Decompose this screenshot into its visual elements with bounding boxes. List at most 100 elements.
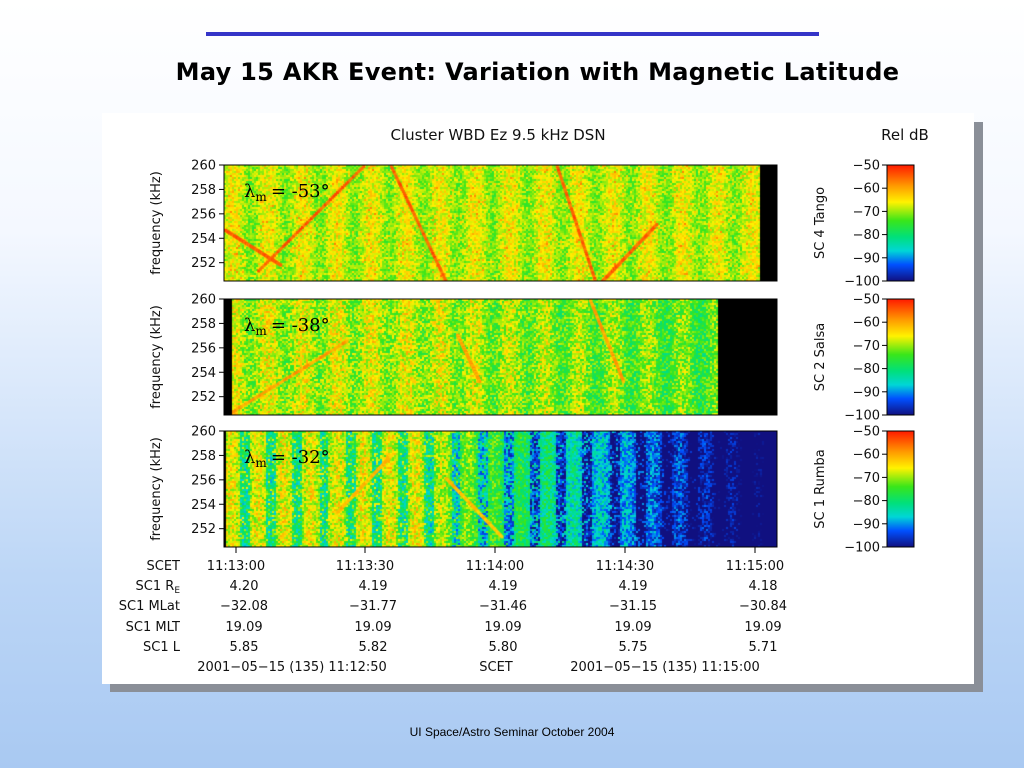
spectrogram-image xyxy=(224,431,777,547)
y-tick-label: 252 xyxy=(191,390,216,405)
x-tick-l: 5.82 xyxy=(359,640,388,655)
spectrogram-panel: 260 258 256 254 252 frequency (kHz) λm = -32° SC… xyxy=(149,425,915,556)
y-axis-label: frequency (kHz) xyxy=(149,171,164,275)
x-row-label-scet: SCET xyxy=(147,559,181,574)
spectrogram-figure: Cluster WBD Ez 9.5 kHz DSN Rel dB 260 258… xyxy=(102,113,974,684)
y-axis-label: frequency (kHz) xyxy=(149,437,164,541)
colorbar-tick-label: −80 xyxy=(853,494,880,509)
y-tick-label: 258 xyxy=(191,183,216,198)
colorbar-tick-label: −80 xyxy=(853,228,880,243)
x-row-label-l: SC1 L xyxy=(143,640,181,655)
x-row-label-mlat: SC1 MLat xyxy=(119,599,180,614)
x-row-label-r: SC1 RE xyxy=(136,579,181,596)
plot-frame xyxy=(223,164,778,282)
y-tick-label: 254 xyxy=(191,232,216,247)
x-tick-mlat: −30.84 xyxy=(739,599,787,614)
colorbar-tick-label: −100 xyxy=(844,541,880,556)
y-tick-label: 258 xyxy=(191,317,216,332)
y-tick-label: 260 xyxy=(191,293,216,308)
time-range-start: 2001−05−15 (135) 11:12:50 xyxy=(197,660,387,675)
spectrogram-image xyxy=(224,299,777,415)
x-tick-l: 5.71 xyxy=(749,640,778,655)
colorbar xyxy=(886,430,915,548)
colorbar-tick-label: −90 xyxy=(853,251,880,266)
colorbar-tick-label: −90 xyxy=(853,517,880,532)
lambda-subscript: m xyxy=(255,456,267,470)
colorbar-tick-label: −70 xyxy=(853,205,880,220)
lambda-annotation: λm = -53° xyxy=(244,181,330,204)
y-tick-label: 260 xyxy=(191,159,216,174)
lambda-subscript: m xyxy=(255,190,267,204)
colorbar-tick-label: −90 xyxy=(853,385,880,400)
lambda-subscript: m xyxy=(255,324,267,338)
y-tick-label: 254 xyxy=(191,498,216,513)
y-tick-label: 256 xyxy=(191,341,216,356)
lambda-symbol: λ xyxy=(244,447,255,468)
x-tick-scet: 11:13:30 xyxy=(336,559,394,574)
lambda-annotation: λm = -38° xyxy=(244,315,330,338)
x-tick-mlt: 19.09 xyxy=(484,620,521,635)
colorbar-tick-label: −50 xyxy=(853,425,880,440)
chart-title: Cluster WBD Ez 9.5 kHz DSN xyxy=(390,126,605,144)
colorbar-tick-label: −50 xyxy=(853,159,880,174)
y-tick-label: 260 xyxy=(191,425,216,440)
x-row-label-r-text: SC1 R xyxy=(136,579,175,594)
x-tick-r: 4.19 xyxy=(359,579,388,594)
y-tick-label: 258 xyxy=(191,449,216,464)
x-tick-scet: 11:14:00 xyxy=(466,559,524,574)
x-tick-mlt: 19.09 xyxy=(354,620,391,635)
spectrogram-image xyxy=(224,165,777,281)
x-tick-mlat: −31.15 xyxy=(609,599,657,614)
slide-footer: UI Space/Astro Seminar October 2004 xyxy=(409,725,615,739)
x-tick-scet: 11:13:00 xyxy=(207,559,265,574)
x-tick-mlt: 19.09 xyxy=(225,620,262,635)
colorbar-title: Rel dB xyxy=(881,126,929,144)
y-tick-label: 256 xyxy=(191,207,216,222)
spacecraft-label: SC 4 Tango xyxy=(813,187,828,259)
x-tick-scet: 11:15:00 xyxy=(726,559,784,574)
lambda-value: = -32° xyxy=(271,447,330,468)
y-tick-label: 252 xyxy=(191,256,216,271)
x-tick-mlt: 19.09 xyxy=(614,620,651,635)
time-range-label: SCET xyxy=(479,660,513,675)
y-axis-label: frequency (kHz) xyxy=(149,305,164,409)
title-rule xyxy=(206,32,819,36)
plot-frame xyxy=(223,298,778,416)
x-row-label-mlt: SC1 MLT xyxy=(126,620,180,635)
x-tick-r: 4.20 xyxy=(230,579,259,594)
spectrogram-panel: 260 258 256 254 252 frequency (kHz) λm = -38° SC… xyxy=(149,293,915,424)
x-tick-r: 4.18 xyxy=(749,579,778,594)
x-tick-mlat: −31.77 xyxy=(349,599,397,614)
colorbar-tick-label: −50 xyxy=(853,293,880,308)
x-tick-scet: 11:14:30 xyxy=(596,559,654,574)
plot-frame xyxy=(223,430,778,548)
x-tick-l: 5.80 xyxy=(489,640,518,655)
time-range-end: 2001−05−15 (135) 11:15:00 xyxy=(570,660,760,675)
colorbar-tick-label: −60 xyxy=(853,182,880,197)
x-tick-mlat: −31.46 xyxy=(479,599,527,614)
lambda-symbol: λ xyxy=(244,181,255,202)
colorbar-tick-label: −60 xyxy=(853,316,880,331)
colorbar xyxy=(886,298,915,416)
lambda-symbol: λ xyxy=(244,315,255,336)
colorbar-tick-label: −80 xyxy=(853,362,880,377)
y-tick-label: 252 xyxy=(191,522,216,537)
colorbar-tick-label: −100 xyxy=(844,409,880,424)
x-tick-l: 5.85 xyxy=(230,640,259,655)
spectrogram-panel: 260 258 256 254 252 frequency (kHz) λm = -53° SC… xyxy=(149,159,915,290)
x-tick-mlat: −32.08 xyxy=(220,599,268,614)
x-tick-r: 4.19 xyxy=(489,579,518,594)
spacecraft-label: SC 2 Salsa xyxy=(813,323,828,391)
colorbar-tick-label: −70 xyxy=(853,471,880,486)
colorbar-tick-label: −60 xyxy=(853,448,880,463)
y-tick-label: 254 xyxy=(191,366,216,381)
colorbar xyxy=(886,164,915,282)
y-tick-label: 256 xyxy=(191,473,216,488)
lambda-annotation: λm = -32° xyxy=(244,447,330,470)
x-row-label-r-subscript: E xyxy=(174,586,180,596)
lambda-value: = -53° xyxy=(271,181,330,202)
colorbar-tick-label: −100 xyxy=(844,275,880,290)
lambda-value: = -38° xyxy=(271,315,330,336)
x-tick-r: 4.19 xyxy=(619,579,648,594)
x-tick-mlt: 19.09 xyxy=(744,620,781,635)
